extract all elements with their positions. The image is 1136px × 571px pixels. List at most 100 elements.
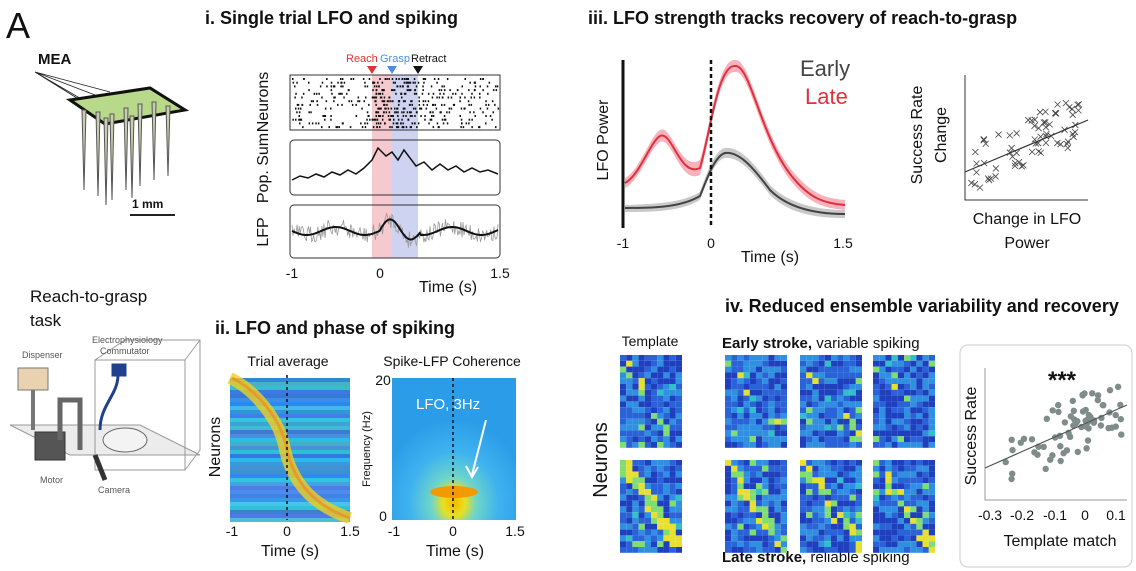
heatmap-cell [855,529,862,536]
heatmap-cell [644,418,651,425]
heatmap-cell [644,471,651,478]
heatmap-cell [922,418,929,425]
heatmap-cell [837,384,844,390]
heatmap-cell [849,360,856,367]
heatmap-cell [910,372,917,379]
heatmap-cell [928,372,935,379]
heatmap-cell [663,535,670,542]
heatmap-cell [824,430,831,437]
part-label: Motor [40,475,63,485]
heatmap-cell [749,512,756,518]
spike [446,111,448,114]
heatmap-cell [910,430,917,437]
heatmap-cell [910,436,917,442]
heatmap-cell [737,541,744,547]
heatmap-cell [922,477,929,484]
heatmap-cell [774,494,781,501]
heatmap-cell [916,523,923,530]
heatmap-cell [669,430,676,437]
heatmap-cell [928,430,935,437]
heatmap-cell [837,389,844,396]
heatmap-cell [928,547,935,553]
heatmap-cell [644,489,651,495]
heatmap-cell [663,489,670,495]
heatmap-cell [731,523,738,530]
heatmap-cell [806,395,813,402]
heatmap-cell [644,500,651,507]
heatmap-cell [904,529,911,536]
heatmap-cell [855,436,862,442]
heatmap-cell [873,500,880,507]
scatter-point [1055,401,1062,409]
heatmap-cell [916,494,923,501]
heatmap-cell [806,471,813,478]
spike [341,122,344,125]
heatmap-cell [675,430,682,437]
heatmap-cell [632,547,639,553]
heatmap-cell [831,547,838,553]
spike [298,115,300,117]
heatmap-cell [737,430,744,437]
scatter-point [995,131,1002,138]
scatter-point [1070,422,1077,429]
heatmap-cell [879,436,886,442]
heatmap-cell [831,518,838,524]
heatmap-cell [891,442,898,448]
spike [378,92,380,95]
heatmap-cell [928,360,935,367]
heatmap-cell [768,518,775,524]
heatmap-cell [831,489,838,495]
heatmap-cell [904,506,911,513]
heatmap-cell [837,395,844,402]
heatmap-cell [831,395,838,402]
heatmap-cell [632,430,639,437]
spike [390,100,392,103]
heatmap-cell [873,430,880,437]
scatter-point [1066,103,1073,111]
heatmap-cell [657,471,664,478]
heatmap-cell [638,477,645,484]
heatmap-cell [873,389,880,396]
heatmap-cell [843,360,850,367]
heatmap-cell [638,465,645,472]
spike [387,115,390,117]
heatmap-cell [873,535,880,542]
spike [351,103,354,106]
heatmap-cell [731,366,738,373]
heatmap-cell [663,512,670,518]
heatmap-cell [657,460,664,466]
spike [485,100,487,103]
spike [392,122,395,125]
heatmap-cell [743,518,750,524]
spike [417,81,420,84]
spike [405,126,408,129]
heatmap-cell [657,384,664,390]
spike [392,89,394,92]
heatmap-cell [626,460,633,466]
heatmap-cell [626,389,633,396]
heatmap-cell [774,442,781,448]
spike [401,78,403,80]
heatmap-cell [774,360,781,367]
heatmap-row [230,390,350,394]
heatmap-cell [873,378,880,384]
heatmap-cell [855,489,862,495]
heatmap-cell [928,418,935,425]
heatmap-cell [768,547,775,553]
heatmap-cell [762,477,769,484]
spike [389,126,391,129]
heatmap-cell [849,430,856,437]
heatmap-cell [657,378,664,384]
heatmap-cell [904,460,911,466]
spike [473,111,475,114]
spike [405,115,407,117]
heatmap-cell [626,506,633,513]
heatmap-cell [824,355,831,361]
heatmap-cell [922,355,929,361]
heatmap-cell [762,424,769,431]
spike [330,115,332,117]
heatmap-cell [632,477,639,484]
spike [433,78,436,80]
heatmap-cell [768,489,775,495]
heatmap-cell [928,413,935,419]
